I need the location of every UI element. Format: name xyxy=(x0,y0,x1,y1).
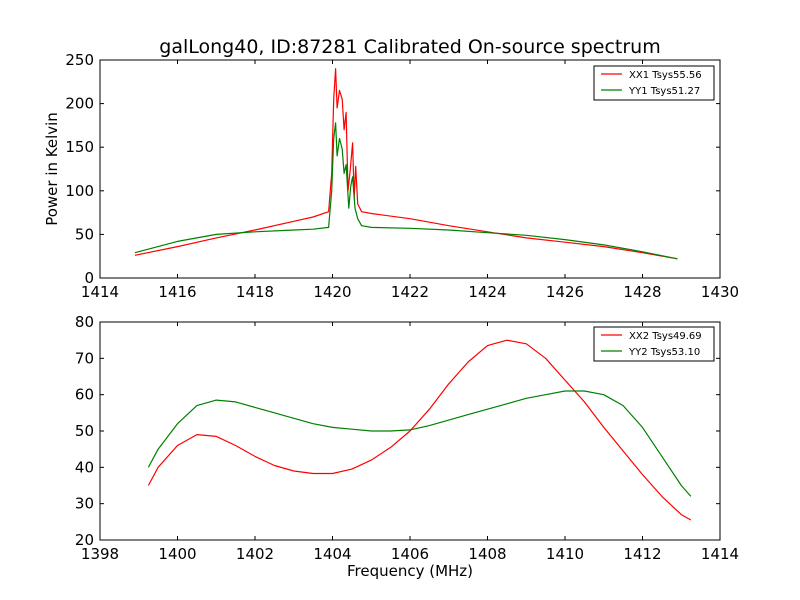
x-tick-label: 1424 xyxy=(468,283,506,301)
top-series-lines xyxy=(134,68,678,260)
top-legend-label-yy1: YY1 Tsys51.27 xyxy=(628,86,700,97)
y-tick-label: 30 xyxy=(75,495,94,513)
x-tick-label: 1418 xyxy=(236,283,274,301)
y-tick-label: 0 xyxy=(84,269,94,287)
bottom-axis-ticks: 1398 1400 1402 1404 1406 1408 1410 1412 1414 20 30… xyxy=(75,313,739,563)
y-tick-label: 200 xyxy=(65,95,94,113)
y-tick-label: 20 xyxy=(75,531,94,549)
x-tick-label: 1410 xyxy=(546,545,584,563)
top-panel: Power in Kelvin 1414 1416 1418 1420 1422 1424… xyxy=(43,51,739,301)
series-line-xx2 xyxy=(147,339,692,521)
y-tick-label: 50 xyxy=(75,225,94,243)
y-tick-label: 250 xyxy=(65,51,94,69)
top-legend-box xyxy=(593,65,715,101)
x-tick-label: 1428 xyxy=(623,283,661,301)
top-axis-ticks: 1414 1416 1418 1420 1422 1424 1426 1428 1430 0 50 1… xyxy=(65,51,739,301)
bottom-legend-label-xx2: XX2 Tsys49.69 xyxy=(629,331,702,342)
x-tick-label: 1422 xyxy=(391,283,429,301)
x-tick-label: 1408 xyxy=(468,545,506,563)
bottom-panel: Frequency (MHz) 1398 1400 1402 1404 1406 1408… xyxy=(75,313,739,580)
x-tick-label: 1420 xyxy=(313,283,351,301)
x-tick-label: 1400 xyxy=(158,545,196,563)
top-legend: XX1 Tsys55.56 YY1 Tsys51.27 xyxy=(593,65,715,101)
bottom-legend-label-yy2: YY2 Tsys53.10 xyxy=(628,347,700,358)
x-tick-label: 1430 xyxy=(701,283,739,301)
y-tick-label: 50 xyxy=(75,422,94,440)
series-line-yy1 xyxy=(134,122,678,260)
top-legend-label-xx1: XX1 Tsys55.56 xyxy=(629,70,702,81)
x-tick-label: 1412 xyxy=(623,545,661,563)
y-tick-label: 150 xyxy=(65,138,94,156)
x-tick-label: 1414 xyxy=(81,283,119,301)
bottom-legend-box xyxy=(593,326,715,362)
x-tick-label: 1426 xyxy=(546,283,584,301)
y-tick-label: 40 xyxy=(75,458,94,476)
bottom-x-axis-label: Frequency (MHz) xyxy=(347,562,473,580)
y-tick-label: 60 xyxy=(75,386,94,404)
series-line-yy2 xyxy=(147,390,692,497)
bottom-legend: XX2 Tsys49.69 YY2 Tsys53.10 xyxy=(593,326,715,362)
x-tick-label: 1406 xyxy=(391,545,429,563)
bottom-series-lines xyxy=(147,339,692,521)
y-tick-label: 80 xyxy=(75,313,94,331)
x-tick-label: 1414 xyxy=(701,545,739,563)
x-tick-label: 1416 xyxy=(158,283,196,301)
y-tick-label: 70 xyxy=(75,349,94,367)
x-tick-label: 1404 xyxy=(313,545,351,563)
x-tick-label: 1398 xyxy=(81,545,119,563)
top-y-axis-label: Power in Kelvin xyxy=(43,112,61,226)
y-tick-label: 100 xyxy=(65,182,94,200)
chart-title: galLong40, ID:87281 Calibrated On-source… xyxy=(159,36,660,58)
x-tick-label: 1402 xyxy=(236,545,274,563)
